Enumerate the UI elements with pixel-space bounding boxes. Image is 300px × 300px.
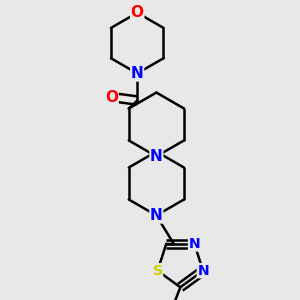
Text: N: N (197, 264, 209, 278)
Text: N: N (150, 149, 163, 164)
Text: N: N (189, 237, 200, 251)
Text: O: O (105, 90, 118, 105)
Text: N: N (150, 208, 163, 223)
Text: N: N (131, 66, 144, 81)
Text: S: S (153, 264, 163, 278)
Text: O: O (131, 5, 144, 20)
